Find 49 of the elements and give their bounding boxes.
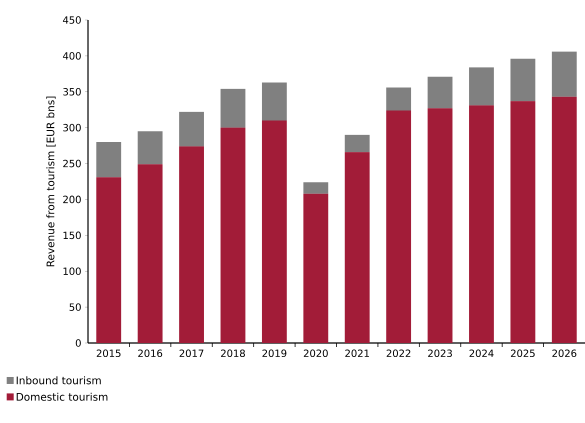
y-axis-title: Revenue from tourism [EUR bns]: [46, 96, 56, 266]
y-tick-label: 200: [63, 196, 81, 204]
y-tick-label: 450: [62, 16, 81, 24]
x-tick-label: 2024: [470, 350, 494, 358]
x-tick-label: 2020: [304, 350, 328, 358]
bar: [96, 142, 122, 178]
bar: [469, 67, 494, 106]
legend-label: Domestic tourism: [16, 392, 108, 401]
x-tick-label: 2022: [386, 350, 410, 358]
bar: [220, 88, 246, 128]
bar: [179, 112, 204, 146]
x-tick-label: 2016: [138, 350, 162, 358]
bar: [510, 58, 536, 102]
bar: [510, 101, 536, 343]
y-tick-label: 350: [63, 88, 81, 96]
bar: [344, 134, 370, 152]
x-tick-label: 2018: [221, 350, 245, 358]
bar: [138, 164, 163, 343]
y-tick-label: 100: [64, 267, 81, 275]
x-tick-label: 2019: [262, 350, 286, 358]
bar: [220, 128, 246, 343]
x-tick-label: 2026: [552, 350, 576, 358]
y-tick-label: 300: [63, 124, 81, 132]
x-tick-label: 2021: [345, 350, 369, 358]
y-tick-label: 0: [76, 339, 81, 347]
bar: [344, 152, 370, 343]
bar: [96, 177, 122, 343]
bar: [138, 131, 163, 164]
bar: [469, 105, 494, 343]
bar: [179, 146, 204, 343]
x-tick-label: 2015: [96, 350, 121, 358]
y-tick-label: 150: [64, 232, 81, 240]
bar: [386, 110, 412, 343]
bar: [303, 182, 328, 194]
bar: [428, 108, 452, 343]
bar: [552, 52, 577, 97]
y-tick-label: 250: [63, 160, 81, 168]
bar: [386, 87, 412, 110]
y-tick-label: 50: [70, 303, 81, 311]
x-tick-label: 2025: [510, 350, 535, 358]
y-tick-label: 400: [62, 52, 81, 60]
bar: [262, 82, 287, 120]
bar: [428, 76, 452, 108]
bar: [303, 194, 328, 343]
legend-label: Inbound tourism: [16, 376, 101, 384]
bar: [552, 96, 577, 343]
x-tick-label: 2023: [428, 350, 452, 358]
bar: [262, 120, 287, 343]
x-tick-label: 2017: [180, 350, 204, 358]
